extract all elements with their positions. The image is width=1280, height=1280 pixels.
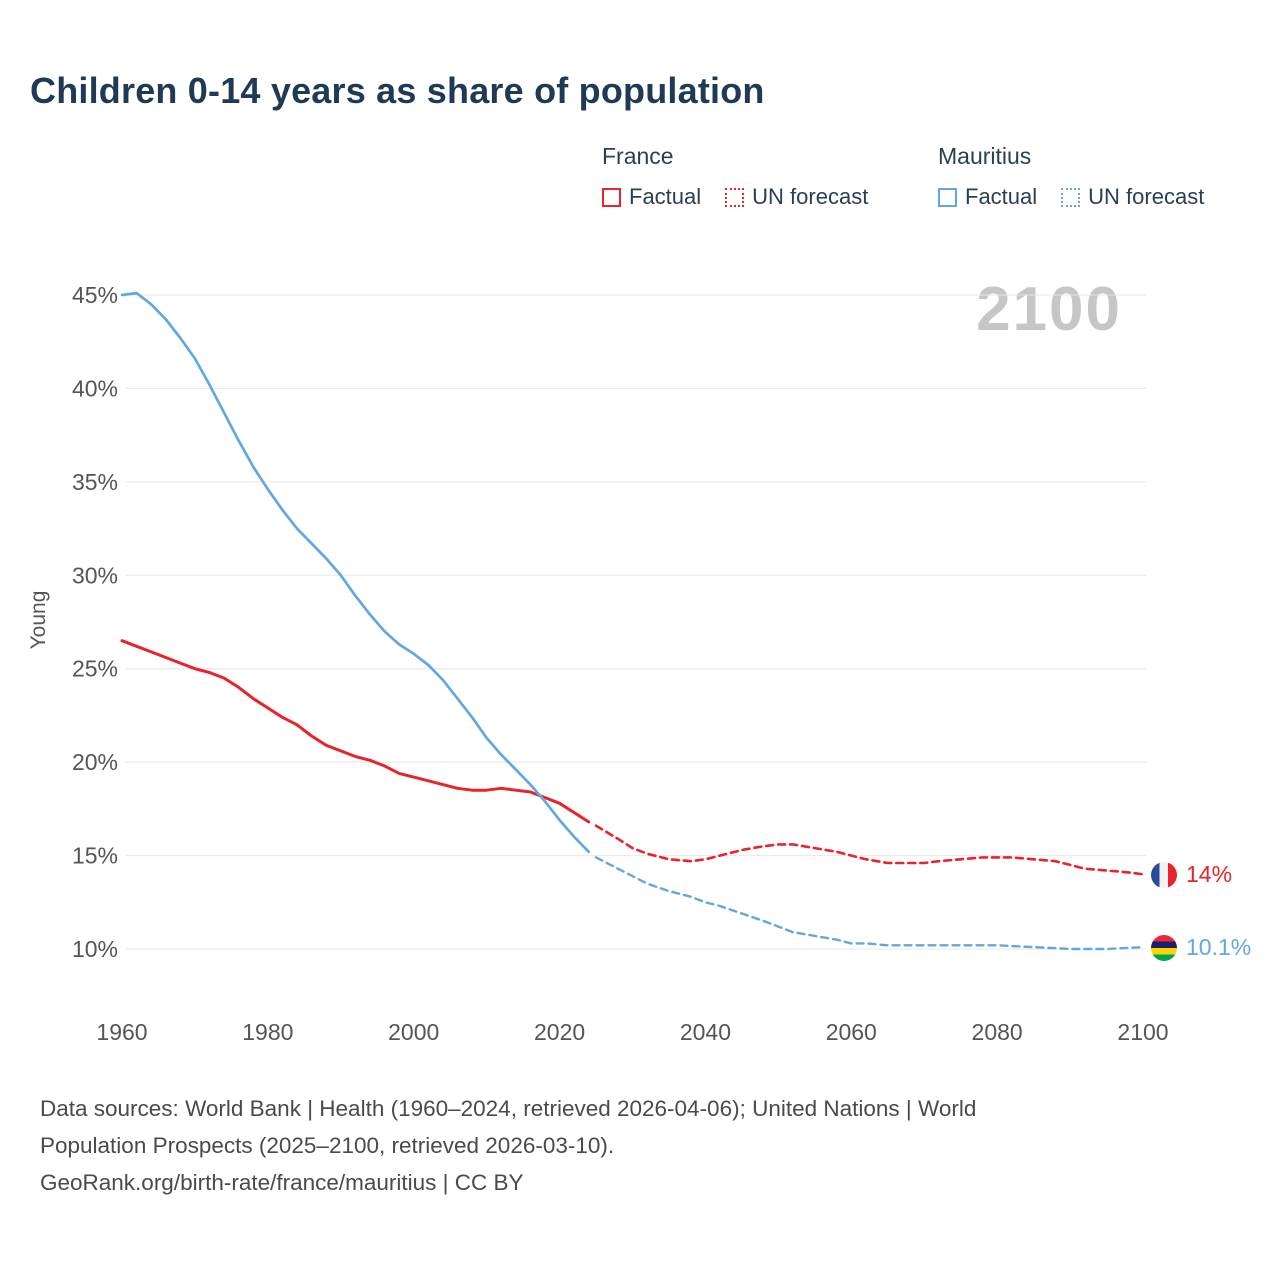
watermark-year: 2100 (976, 275, 1122, 344)
y-tick-label: 20% (72, 749, 118, 775)
footer-line: Population Prospects (2025–2100, retriev… (40, 1133, 615, 1158)
legend-item-france-factual: Factual (602, 184, 701, 210)
legend-item-france-forecast: UN forecast (725, 184, 868, 210)
page-title: Children 0-14 years as share of populati… (30, 70, 765, 111)
x-tick-label: 2060 (826, 1019, 877, 1045)
y-tick-label: 25% (72, 656, 118, 682)
legend-item-mauritius-factual: Factual (938, 184, 1037, 210)
legend-item-label: Factual (629, 184, 702, 209)
legend-group-mauritius: Mauritius Factual UN forecast (938, 143, 1204, 210)
france-factual-line (120, 639, 591, 824)
x-tick-label: 2000 (388, 1019, 439, 1045)
mauritius-flag-icon (1151, 934, 1177, 961)
end-value: 14% (1186, 861, 1233, 887)
y-tick-label: 15% (72, 843, 118, 869)
x-tick-label: 2040 (680, 1019, 731, 1045)
legend-item-label: Factual (965, 184, 1038, 209)
legend-item-mauritius-forecast: UN forecast (1061, 184, 1204, 210)
y-axis-title: Young (27, 591, 50, 650)
y-tick-label: 30% (72, 562, 118, 588)
mauritius-factual-swatch-icon (938, 187, 957, 207)
x-tick-label: 1960 (96, 1019, 147, 1045)
end-label-france: 14% (1151, 861, 1232, 888)
x-tick-label: 2020 (534, 1019, 585, 1045)
x-tick-label: 1980 (242, 1019, 293, 1045)
legend-group-title: France (602, 143, 674, 169)
legend-item-label: UN forecast (1088, 184, 1205, 209)
end-label-mauritius: 10.1% (1151, 934, 1251, 961)
y-tick-label: 35% (72, 469, 118, 495)
france-flag-icon (1151, 861, 1177, 888)
legend-group-title: Mauritius (938, 143, 1032, 169)
y-tick-label: 40% (72, 375, 118, 401)
x-tick-label: 2080 (972, 1019, 1023, 1045)
end-value: 10.1% (1186, 934, 1252, 960)
france-factual-swatch-icon (602, 187, 621, 207)
france-forecast-swatch-icon (725, 187, 745, 207)
y-tick-label: 45% (72, 282, 118, 308)
legend-item-label: UN forecast (752, 184, 869, 209)
y-tick-label: 10% (72, 936, 118, 962)
mauritius-forecast-swatch-icon (1061, 187, 1081, 207)
legend-group-france: France Factual UN forecast (602, 143, 868, 210)
mauritius-un-forecast-line (594, 856, 1145, 951)
x-tick-label: 2100 (1117, 1019, 1168, 1045)
footer-line: GeoRank.org/birth-rate/france/mauritius … (40, 1170, 524, 1195)
data-sources-note: Data sources: World Bank | Health (1960–… (40, 1090, 1170, 1201)
france-un-forecast-line (594, 824, 1145, 876)
mauritius-factual-line (120, 291, 591, 854)
footer-line: Data sources: World Bank | Health (1960–… (40, 1096, 977, 1121)
